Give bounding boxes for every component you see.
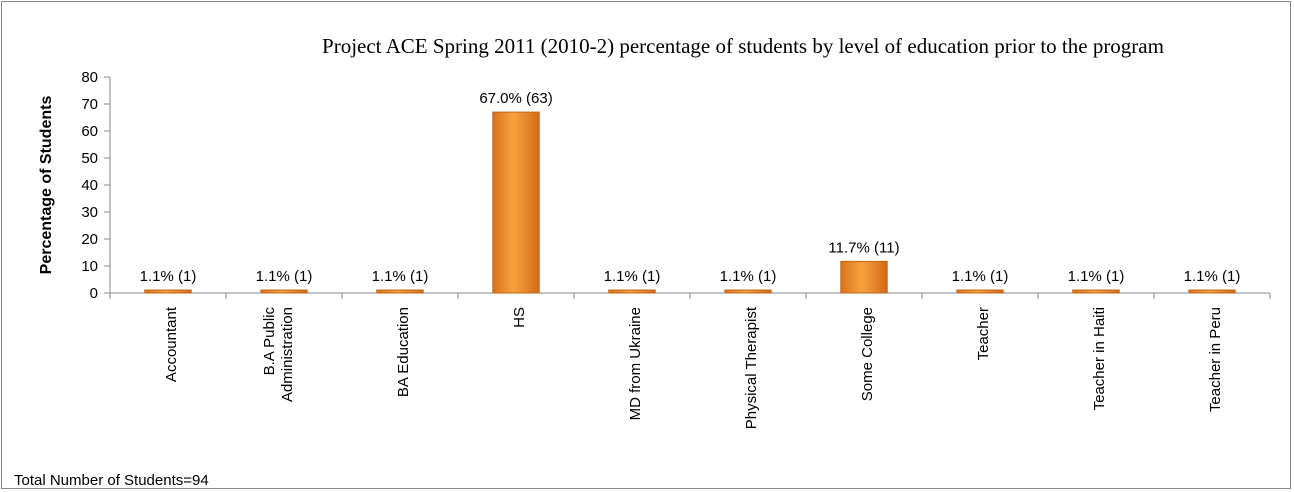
- data-label: 11.7% (11): [828, 239, 899, 256]
- y-tick-label: 70: [81, 96, 98, 113]
- axes: [104, 76, 1271, 299]
- y-tick-label: 0: [90, 285, 98, 302]
- bar: [1188, 289, 1236, 294]
- bar: [840, 260, 888, 294]
- x-category-labels: Accountant B.A Public Administration BA Edu…: [163, 306, 1224, 429]
- x-category-label: Teacher in Peru: [1207, 307, 1224, 412]
- x-category-label: BA Education: [395, 307, 412, 397]
- data-label: 1.1% (1): [256, 268, 313, 285]
- bar: [260, 289, 308, 294]
- bar: [144, 289, 192, 294]
- bar: [724, 289, 772, 294]
- bar: [1072, 289, 1120, 294]
- x-category-label: Teacher in Haiti: [1091, 307, 1108, 410]
- x-category-label: Teacher: [975, 307, 992, 360]
- data-label: 1.1% (1): [604, 268, 661, 285]
- chart-title: Project ACE Spring 2011 (2010-2) percent…: [322, 34, 1164, 58]
- data-label: 1.1% (1): [720, 268, 777, 285]
- y-tick-label: 80: [81, 69, 98, 86]
- x-category-label: HS: [511, 307, 528, 328]
- x-category-label: MD from Ukraine: [627, 307, 644, 420]
- x-category-label: B.A Public: [261, 307, 278, 376]
- y-tick-label: 20: [81, 231, 98, 248]
- y-tick-label: 50: [81, 150, 98, 167]
- data-label: 1.1% (1): [952, 268, 1009, 285]
- bar: [608, 289, 656, 294]
- y-tick-label: 30: [81, 204, 98, 221]
- x-category-label: Physical Therapist: [743, 306, 760, 429]
- bars: [144, 111, 1236, 294]
- data-label: 1.1% (1): [1068, 268, 1125, 285]
- data-label: 67.0% (63): [479, 90, 552, 107]
- y-axis-label: Percentage of Students: [38, 96, 55, 275]
- bar: [956, 289, 1004, 294]
- y-tick-label: 60: [81, 123, 98, 140]
- data-label: 1.1% (1): [140, 268, 197, 285]
- footnote: Total Number of Students=94: [14, 472, 209, 489]
- y-tick-label: 10: [81, 258, 98, 275]
- data-labels: 1.1% (1) 1.1% (1) 1.1% (1) 67.0% (63) 1.1% (…: [140, 90, 1241, 285]
- x-category-label: Some College: [859, 307, 876, 401]
- bar: [492, 111, 540, 294]
- data-label: 1.1% (1): [372, 268, 429, 285]
- x-category-label: Accountant: [163, 306, 180, 382]
- y-tick-label: 40: [81, 177, 98, 194]
- y-tick-labels: 0 10 20 30 40 50 60 70 80: [81, 69, 98, 302]
- bar: [376, 289, 424, 294]
- data-label: 1.1% (1): [1184, 268, 1241, 285]
- x-category-label: Administration: [279, 307, 296, 402]
